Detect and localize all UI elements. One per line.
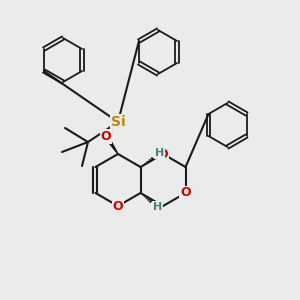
Text: O: O — [180, 187, 191, 200]
Text: H: H — [153, 202, 162, 212]
Text: O: O — [101, 130, 111, 142]
Text: O: O — [158, 148, 168, 160]
Text: O: O — [113, 200, 123, 212]
Polygon shape — [104, 135, 118, 154]
Text: H: H — [155, 148, 164, 158]
Text: Si: Si — [111, 115, 125, 129]
